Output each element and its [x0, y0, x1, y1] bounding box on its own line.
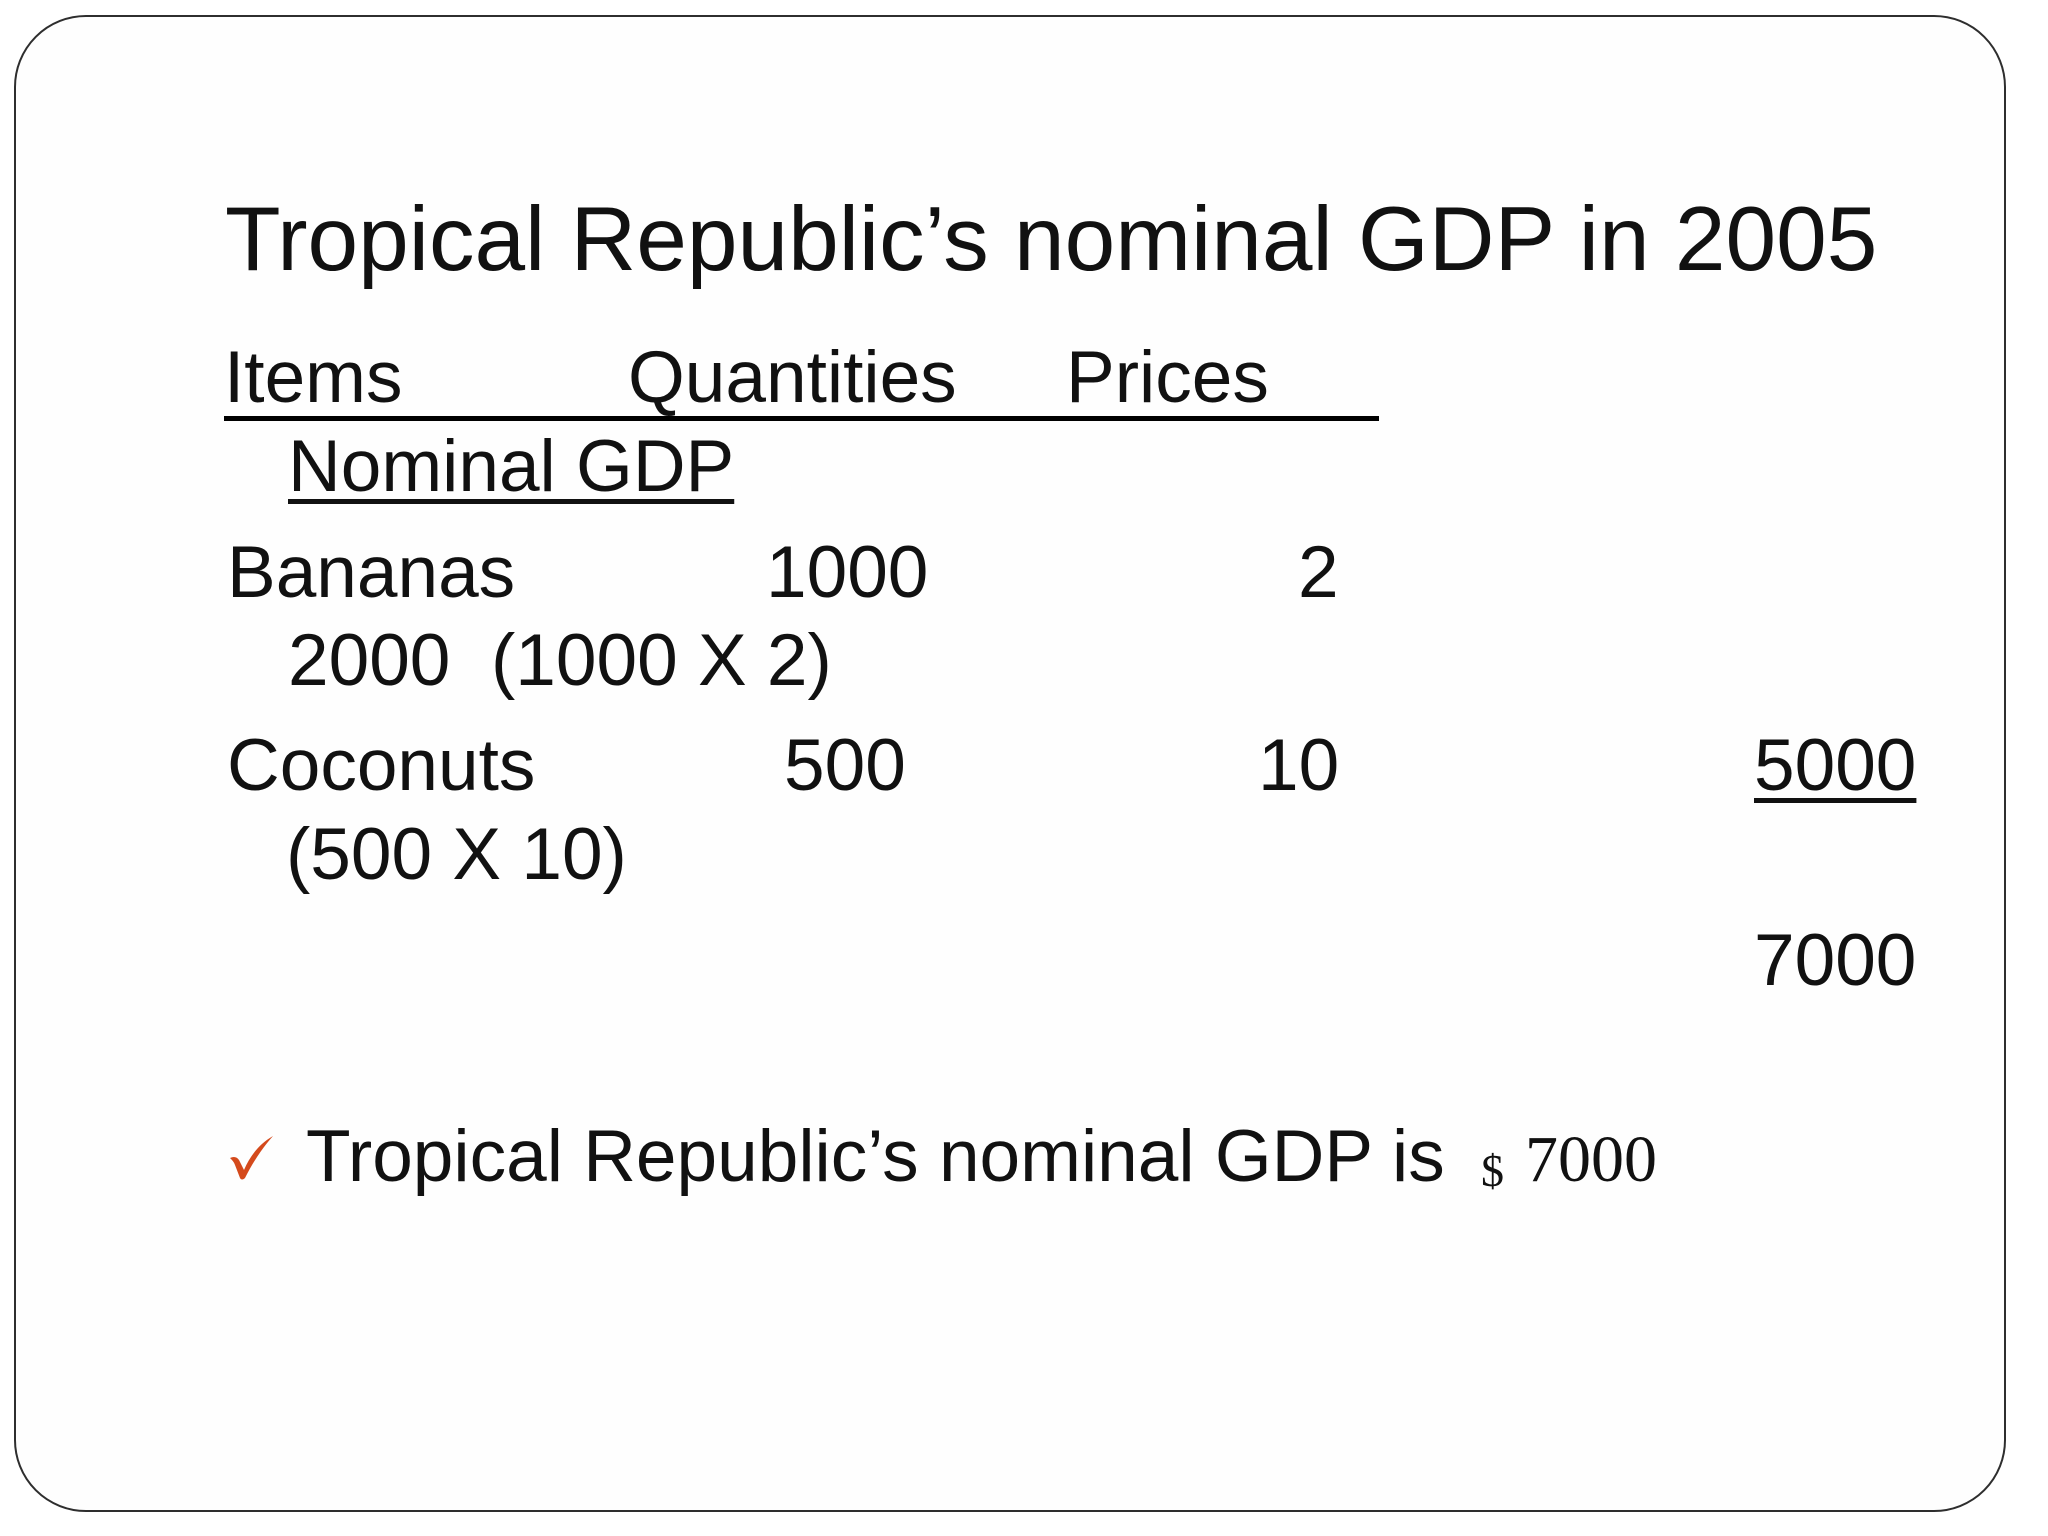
row-coconuts-item: Coconuts: [227, 725, 536, 806]
row-bananas-item: Bananas: [227, 532, 516, 613]
header-prices: Prices: [1066, 337, 1269, 418]
row-bananas-price: 2: [1298, 532, 1339, 613]
row-bananas-quantity: 1000: [766, 532, 929, 613]
checkmark-icon: [230, 1136, 273, 1180]
header-items: Items: [224, 337, 403, 418]
row-bananas-nominal-gdp: 2000 (1000 X 2): [288, 620, 832, 701]
row-coconuts-quantity: 500: [784, 725, 906, 806]
slide-title: Tropical Republic’s nominal GDP in 2005: [225, 189, 1878, 290]
table-header-row: Items Quantities Prices: [224, 341, 1379, 421]
conclusion-currency: $: [1481, 1145, 1504, 1196]
conclusion-text: Tropical Republic’s nominal GDP is: [306, 1116, 1445, 1197]
row-coconuts-nominal-gdp: 5000: [1754, 725, 1917, 806]
header-nominal-gdp: Nominal GDP: [288, 426, 735, 507]
slide-frame: [14, 15, 2006, 1512]
header-quantities: Quantities: [628, 337, 957, 418]
total-nominal-gdp: 7000: [1754, 920, 1917, 1001]
row-coconuts-calculation: (500 X 10): [286, 814, 627, 895]
conclusion-value: 7000: [1525, 1123, 1657, 1196]
row-coconuts-price: 10: [1258, 725, 1340, 806]
